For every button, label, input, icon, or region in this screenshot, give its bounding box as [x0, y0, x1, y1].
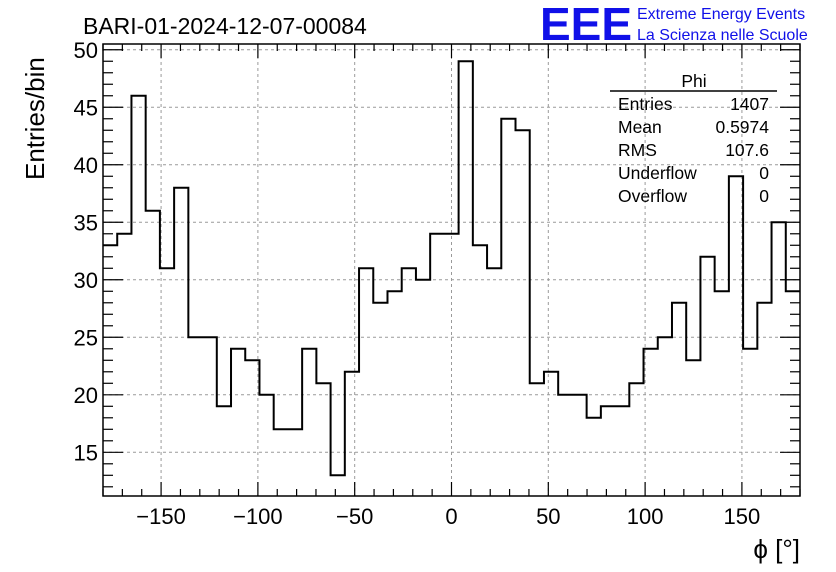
histogram-bin: [658, 337, 672, 496]
histogram-bin: [459, 61, 473, 496]
stats-row-label: Mean: [618, 117, 662, 137]
histogram-bin: [160, 268, 174, 496]
histogram-bin: [345, 372, 359, 496]
histogram-series: [103, 60, 800, 496]
histogram-bin: [772, 222, 786, 496]
histogram-bin: [629, 383, 643, 496]
stats-row-label: Underflow: [618, 163, 697, 183]
y-tick-label: 50: [74, 38, 98, 63]
histogram-bin: [103, 245, 117, 496]
histogram-bin: [316, 383, 330, 496]
histogram-outline: [103, 60, 800, 477]
eee-logo: EEE: [540, 0, 632, 50]
histogram-bin: [672, 303, 686, 496]
tick-labels: −150 −100 −50 0 50 100 150 15 20 25 30 35 40 45 50: [74, 38, 761, 529]
histogram-bin: [217, 406, 231, 496]
histogram-bin: [331, 475, 345, 496]
histogram-bin: [444, 234, 458, 496]
stats-box: Phi Entries 1407 Mean 0.5974 RMS 107.6 Underfl…: [610, 71, 777, 206]
stats-row-label: RMS: [618, 140, 657, 160]
histogram-bin: [601, 406, 615, 496]
histogram-bin: [288, 429, 302, 496]
y-tick-label: 35: [74, 210, 98, 235]
stats-row-value: 0: [759, 163, 769, 183]
histogram-bin: [359, 268, 373, 496]
histogram-bin: [715, 291, 729, 496]
y-tick-label: 25: [74, 325, 98, 350]
x-tick-label: −100: [233, 504, 283, 529]
histogram-bin: [188, 337, 202, 496]
histogram-bin: [174, 188, 188, 496]
y-tick-label: 40: [74, 153, 98, 178]
x-tick-label: −50: [336, 504, 373, 529]
logo-line-2: La Scienza nelle Scuole: [637, 27, 808, 44]
stats-row-value: 107.6: [725, 140, 769, 160]
stats-title: Phi: [681, 71, 706, 91]
histogram-bin: [516, 130, 530, 496]
x-tick-label: 150: [724, 504, 761, 529]
histogram-bin: [373, 303, 387, 496]
histogram-bin: [743, 349, 757, 496]
x-axis-label: ϕ [°]: [753, 534, 800, 564]
histogram-bin: [729, 176, 743, 496]
stats-row-value: 0.5974: [715, 117, 769, 137]
axes: [102, 43, 801, 497]
histogram-bin: [786, 291, 800, 496]
histogram-bin: [530, 383, 544, 496]
histogram-bin: [700, 257, 714, 496]
histogram-bin: [487, 268, 501, 496]
histogram-bin: [615, 406, 629, 496]
stats-row-value: 0: [759, 186, 769, 206]
histogram-bin: [259, 395, 273, 496]
x-tick-label: −150: [136, 504, 186, 529]
histogram-bin: [686, 360, 700, 496]
histogram-bin: [501, 119, 515, 496]
histogram-bin: [131, 96, 145, 496]
y-axis-label: Entries/bin: [20, 57, 50, 180]
y-tick-label: 45: [74, 95, 98, 120]
histogram-bin: [387, 291, 401, 496]
histogram-bin: [416, 280, 430, 496]
logo-line-1: Extreme Energy Events: [637, 6, 805, 23]
histogram-bin: [544, 372, 558, 496]
histogram-bin: [245, 360, 259, 496]
y-tick-label: 30: [74, 268, 98, 293]
stats-row-label: Overflow: [618, 186, 687, 206]
stats-row-value: 1407: [730, 94, 769, 114]
histogram-bin: [146, 211, 160, 496]
histogram-bin: [644, 349, 658, 496]
histogram-bin: [757, 303, 771, 496]
histogram-bin: [203, 337, 217, 496]
x-tick-label: 0: [445, 504, 457, 529]
x-tick-label: 100: [627, 504, 664, 529]
histogram-bin: [587, 418, 601, 496]
y-tick-label: 15: [74, 440, 98, 465]
histogram-bin: [274, 429, 288, 496]
histogram-bin: [572, 395, 586, 496]
histogram-bin: [117, 234, 131, 496]
histogram-bin: [430, 234, 444, 496]
stats-rows: Entries 1407 Mean 0.5974 RMS 107.6 Underflow 0 O…: [618, 94, 769, 206]
histogram-bin: [558, 395, 572, 496]
histogram-bin: [402, 268, 416, 496]
y-tick-label: 20: [74, 383, 98, 408]
histogram-bin: [231, 349, 245, 496]
run-title: BARI-01-2024-12-07-00084: [83, 13, 367, 39]
histogram-bin: [302, 349, 316, 496]
stats-row-label: Entries: [618, 94, 673, 114]
x-tick-label: 50: [536, 504, 560, 529]
histogram-bin: [473, 245, 487, 496]
